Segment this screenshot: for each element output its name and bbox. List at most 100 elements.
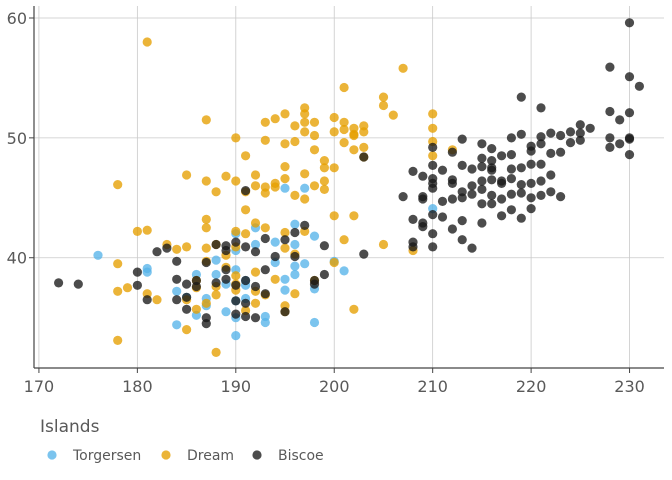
data-point-dream: [113, 259, 123, 269]
data-point-dream: [182, 170, 192, 180]
data-point-dream: [319, 176, 329, 186]
x-tick-label: 200: [319, 377, 350, 396]
legend-label: Torgersen: [72, 448, 141, 464]
data-point-torgersen: [231, 331, 241, 341]
data-point-dream: [221, 171, 231, 181]
data-point-biscoe: [565, 138, 576, 148]
data-point-biscoe: [260, 289, 270, 299]
data-point-biscoe: [506, 174, 516, 184]
data-point-torgersen: [93, 250, 103, 260]
data-point-dream: [300, 127, 310, 137]
data-point-biscoe: [359, 249, 369, 259]
data-point-biscoe: [556, 130, 566, 141]
legend-swatch: [252, 450, 262, 460]
data-point-dream: [339, 82, 349, 93]
data-point-biscoe: [182, 279, 192, 289]
data-point-dream: [329, 127, 339, 137]
legend-item-torgersen: Torgersen: [47, 448, 141, 464]
data-point-dream: [300, 169, 310, 179]
data-point-biscoe: [624, 134, 635, 144]
data-point-biscoe: [497, 211, 507, 221]
axes: [33, 6, 664, 369]
data-point-dream: [378, 100, 389, 111]
data-point-biscoe: [309, 279, 320, 289]
data-point-biscoe: [516, 213, 526, 223]
data-point-dream: [300, 109, 310, 119]
data-point-dream: [152, 295, 162, 305]
data-point-dream: [428, 151, 438, 161]
data-point-biscoe: [477, 218, 487, 228]
data-point-torgersen: [339, 266, 349, 276]
data-point-dream: [142, 225, 152, 235]
data-point-biscoe: [447, 224, 457, 234]
data-point-biscoe: [506, 150, 516, 160]
data-point-biscoe: [506, 205, 516, 215]
data-point-biscoe: [516, 188, 526, 198]
data-point-biscoe: [546, 128, 556, 138]
data-point-torgersen: [142, 263, 152, 274]
data-point-dream: [309, 130, 320, 141]
data-point-biscoe: [536, 159, 546, 169]
data-point-biscoe: [231, 237, 241, 247]
data-point-dream: [250, 298, 261, 308]
data-point-dream: [280, 243, 290, 253]
data-point-dream: [349, 211, 359, 221]
data-point-torgersen: [290, 261, 300, 271]
data-point-biscoe: [536, 176, 546, 186]
data-point-biscoe: [437, 196, 448, 206]
data-point-dream: [300, 117, 310, 127]
data-point-dream: [231, 271, 241, 281]
data-point-dream: [191, 304, 201, 314]
data-point-biscoe: [231, 280, 241, 290]
data-point-biscoe: [506, 133, 516, 143]
legend-item-dream: Dream: [161, 448, 234, 464]
data-point-torgersen: [172, 320, 182, 330]
data-point-biscoe: [546, 187, 556, 197]
data-point-dream: [142, 37, 152, 47]
data-point-dream: [319, 156, 329, 166]
x-tick-label: 220: [516, 377, 547, 396]
data-point-dream: [290, 121, 300, 131]
data-point-biscoe: [477, 184, 487, 194]
y-tick-label: 60: [7, 9, 27, 28]
data-point-torgersen: [211, 255, 221, 265]
data-point-biscoe: [624, 150, 635, 160]
x-tick-label: 170: [24, 377, 55, 396]
data-point-biscoe: [398, 192, 408, 202]
data-point-dream: [280, 174, 290, 184]
data-point-biscoe: [437, 165, 448, 175]
data-point-biscoe: [624, 108, 635, 118]
data-point-dream: [201, 243, 211, 253]
data-point-dream: [270, 274, 280, 284]
data-point-biscoe: [172, 274, 182, 284]
data-point-biscoe: [172, 295, 182, 305]
data-point-biscoe: [280, 307, 290, 317]
data-point-dream: [250, 170, 261, 180]
data-point-biscoe: [467, 243, 477, 253]
data-point-dream: [211, 347, 221, 357]
data-point-dream: [260, 135, 270, 145]
data-point-dream: [309, 145, 320, 155]
data-point-biscoe: [280, 235, 290, 245]
data-point-dream: [309, 181, 320, 191]
data-point-dream: [270, 182, 280, 192]
data-point-biscoe: [250, 281, 261, 292]
data-point-torgersen: [300, 183, 310, 193]
data-point-biscoe: [536, 139, 546, 149]
data-point-biscoe: [585, 123, 595, 133]
data-point-biscoe: [231, 296, 241, 306]
data-point-biscoe: [497, 176, 507, 186]
legend-title: Islands: [40, 417, 100, 437]
data-point-biscoe: [605, 106, 615, 117]
y-tick-label: 40: [7, 249, 27, 268]
data-point-torgersen: [280, 274, 290, 284]
data-point-dream: [201, 115, 211, 125]
data-point-biscoe: [437, 212, 448, 222]
data-point-dream: [241, 205, 251, 215]
data-point-biscoe: [536, 190, 546, 200]
data-point-torgersen: [211, 269, 221, 280]
data-point-dream: [378, 92, 389, 102]
data-point-dream: [309, 117, 320, 127]
data-point-torgersen: [280, 183, 290, 193]
data-point-dream: [201, 298, 211, 308]
